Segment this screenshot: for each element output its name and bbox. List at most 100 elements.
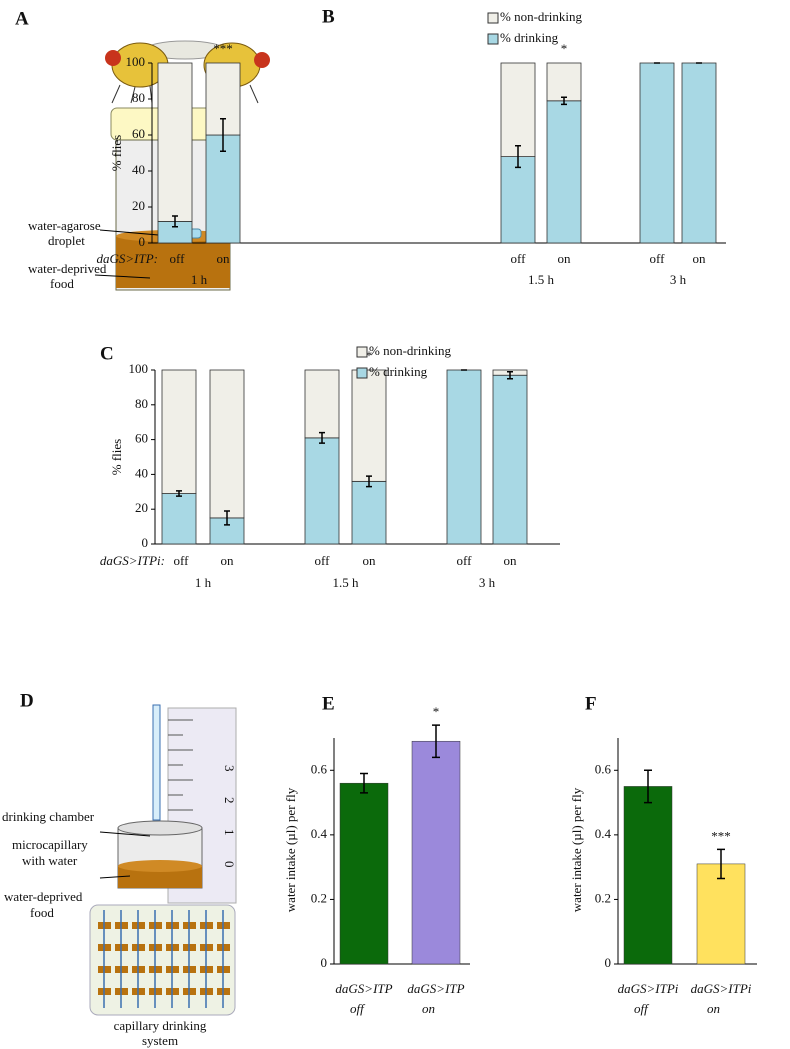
y-tick-label: 0 xyxy=(142,535,149,550)
y-axis-label: % flies xyxy=(109,439,124,475)
label: food xyxy=(50,276,74,291)
x-tick-label: off xyxy=(170,251,186,266)
y-tick-label: 60 xyxy=(135,431,148,446)
group-label: 1.5 h xyxy=(333,575,360,590)
y-tick-label: 0.2 xyxy=(311,890,327,905)
y-tick-label: 0.4 xyxy=(311,826,328,841)
x-tick-label: daGS>ITP xyxy=(407,981,464,996)
error-bar xyxy=(224,510,230,526)
x-tick-label: on xyxy=(504,553,518,568)
bar-segment xyxy=(546,100,582,244)
legend-label: % non-drinking xyxy=(369,343,451,358)
panel-letter: D xyxy=(20,690,34,711)
panel-letter: F xyxy=(585,693,597,714)
x-prefix: daGS>ITPi: xyxy=(100,553,165,568)
label: with water xyxy=(22,853,78,868)
x-tick-label: on xyxy=(558,251,572,266)
bar-segment xyxy=(639,62,675,244)
label: water-deprived xyxy=(28,261,107,276)
x-tick-label: daGS>ITPi xyxy=(618,981,679,996)
annotation: * xyxy=(366,348,373,363)
bar-segment xyxy=(161,369,197,494)
annotation: *** xyxy=(213,41,233,56)
panel-letter: A xyxy=(15,8,29,29)
x-tick-label: off xyxy=(315,553,331,568)
bar-segment xyxy=(209,369,245,519)
x-tick-sublabel: off xyxy=(350,1001,366,1016)
annotation: * xyxy=(561,41,568,56)
error-bar xyxy=(366,475,372,488)
x-tick-label: off xyxy=(174,553,190,568)
x-tick-label: on xyxy=(221,553,235,568)
panel-letter: C xyxy=(100,343,114,364)
error-bar xyxy=(176,490,182,497)
panel-letter: B xyxy=(322,6,335,27)
legend-label: % non-drinking xyxy=(500,9,582,24)
legend-swatch xyxy=(356,346,368,358)
bar-segment xyxy=(304,437,340,545)
group-label: 3 h xyxy=(479,575,496,590)
group-label: 1 h xyxy=(195,575,212,590)
panel-letter: E xyxy=(322,693,335,714)
x-tick-sublabel: on xyxy=(422,1001,435,1016)
group-label: 1 h xyxy=(191,272,208,287)
legend-swatch xyxy=(356,367,368,379)
x-tick-sublabel: off xyxy=(634,1001,650,1016)
annotation: * xyxy=(433,704,440,719)
bar-segment xyxy=(351,480,387,545)
ruler-label: 3 xyxy=(222,765,237,772)
ruler-label: 0 xyxy=(222,861,237,868)
bar-segment xyxy=(351,369,387,482)
label: capillary drinking xyxy=(114,1018,207,1033)
x-tick-label: off xyxy=(457,553,473,568)
y-tick-label: 0.2 xyxy=(595,890,611,905)
y-tick-label: 80 xyxy=(135,396,148,411)
vial xyxy=(94,107,236,291)
x-tick-label: daGS>ITP xyxy=(335,981,392,996)
tray-grid xyxy=(98,910,230,1008)
y-tick-label: 40 xyxy=(135,465,148,480)
error-bar xyxy=(717,848,725,880)
bar-segment xyxy=(546,62,582,102)
error-bar xyxy=(561,96,567,106)
y-tick-label: 20 xyxy=(132,198,145,213)
y-axis-label: water intake (µl) per fly xyxy=(283,787,298,912)
bar-segment xyxy=(446,369,482,545)
error-bar xyxy=(515,145,521,169)
label: drinking chamber xyxy=(2,809,95,824)
label: food xyxy=(30,905,54,920)
label: water-agarose xyxy=(28,218,101,233)
y-tick-label: 80 xyxy=(132,90,145,105)
x-tick-label: on xyxy=(693,251,707,266)
bar-segment xyxy=(500,62,536,157)
x-tick-label: on xyxy=(363,553,377,568)
legend-label: % drinking xyxy=(369,364,428,379)
label: droplet xyxy=(48,233,85,248)
error-bar xyxy=(360,772,368,794)
bar xyxy=(339,782,389,965)
bar-segment xyxy=(161,493,197,545)
error-bar xyxy=(644,769,652,804)
y-tick-label: 20 xyxy=(135,500,148,515)
y-tick-label: 0.4 xyxy=(595,826,612,841)
label: system xyxy=(142,1033,178,1048)
y-tick-label: 100 xyxy=(126,54,146,69)
error-bar xyxy=(432,724,440,759)
y-axis-label: % flies xyxy=(109,135,124,171)
ruler-label: 2 xyxy=(222,797,237,804)
bar-segment xyxy=(157,62,193,222)
x-prefix: daGS>ITP: xyxy=(97,251,159,266)
x-tick-sublabel: on xyxy=(707,1001,720,1016)
x-tick-label: daGS>ITPi xyxy=(691,981,752,996)
error-bar xyxy=(507,370,513,380)
y-tick-label: 0 xyxy=(605,955,612,970)
bar-segment xyxy=(681,62,717,244)
error-bar xyxy=(319,431,325,444)
error-bar xyxy=(220,118,226,152)
bar-segment xyxy=(304,369,340,439)
y-tick-label: 0.6 xyxy=(595,761,612,776)
bar-segment xyxy=(205,134,241,244)
y-tick-label: 0 xyxy=(139,234,146,249)
y-tick-label: 40 xyxy=(132,162,145,177)
